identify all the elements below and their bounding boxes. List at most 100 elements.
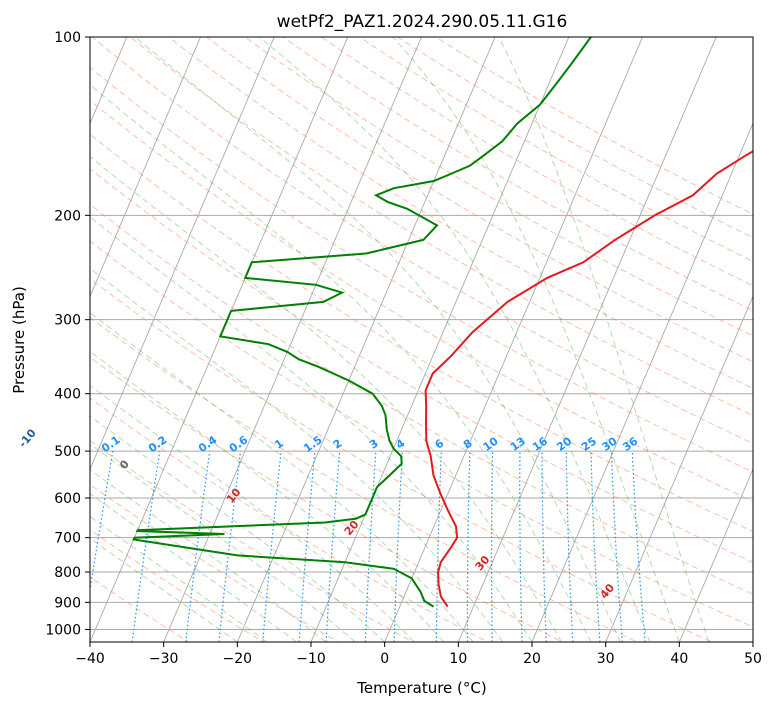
- mixing-ratio-label: 2: [331, 437, 345, 452]
- y-tick-label: 500: [54, 444, 81, 460]
- moist-adiabat-line: [90, 156, 562, 642]
- dry-adiabat-line: [90, 203, 753, 595]
- x-tick-label: 50: [744, 651, 762, 667]
- mixing-ratio-line: [490, 451, 494, 642]
- y-tick-label: 300: [54, 313, 81, 329]
- profiles: [132, 37, 753, 608]
- y-tick-label: 700: [54, 531, 81, 547]
- x-tick-label: 30: [597, 651, 615, 667]
- mixing-ratio-label: 8: [461, 437, 475, 452]
- y-tick-label: 900: [54, 595, 81, 611]
- moist-adiabat-line: [392, 37, 680, 642]
- x-axis: −40 −30 −20 −10 0 10 20 30 40 50: [75, 642, 762, 667]
- y-tick-label: 400: [54, 387, 81, 403]
- mixing-ratio-line: [610, 451, 624, 642]
- x-tick-label: 40: [670, 651, 688, 667]
- moist-adiabat-line: [498, 37, 710, 642]
- mixing-ratio-label: 3: [367, 437, 381, 452]
- y-tick-label: 200: [54, 208, 81, 224]
- mixing-ratio-line: [590, 451, 601, 642]
- dry-adiabat-line: [90, 483, 340, 642]
- moist-adiabat-line: [90, 537, 238, 642]
- dry-adiabat-line: [90, 529, 265, 642]
- background-lines: [90, 37, 753, 642]
- moist-adiabat-line: [90, 384, 415, 642]
- isotherm-line: [163, 37, 422, 642]
- y-tick-label: 1000: [45, 622, 81, 638]
- dry-adiabat-line: [90, 576, 190, 642]
- chart-title: wetPf2_PAZ1.2024.290.05.11.G16: [277, 12, 568, 32]
- dry-adiabat-label: 30: [473, 553, 493, 573]
- dry-adiabat-line: [244, 37, 753, 337]
- dry-adiabat-line: [434, 37, 753, 215]
- mixing-ratio-label: 0.4: [196, 433, 220, 455]
- dry-adiabat-label: 0: [117, 457, 132, 471]
- moist-adiabat-line: [90, 350, 444, 642]
- y-tick-label: 100: [54, 30, 81, 46]
- dewpoint-profile: [132, 37, 592, 608]
- moist-adiabat-line: [134, 37, 621, 642]
- x-axis-title: Temperature (°C): [356, 679, 486, 697]
- dry-adiabat-line: [90, 66, 753, 473]
- mixing-ratio-line: [519, 451, 523, 642]
- mixing-ratio-line: [541, 451, 547, 642]
- mixing-ratio-line: [631, 451, 646, 642]
- dry-adiabat-label: 40: [597, 581, 617, 601]
- mixing-ratio-label: 0.6: [227, 433, 251, 455]
- y-tick-label: 800: [54, 565, 81, 581]
- x-tick-label: −40: [75, 651, 105, 667]
- moist-adiabat-line: [90, 469, 326, 642]
- dry-adiabat-label: 10: [224, 485, 244, 505]
- moist-adiabat-line: [90, 267, 503, 642]
- dry-adiabat-line: [129, 37, 753, 417]
- mixing-ratio-line: [218, 451, 242, 642]
- temperature-profile: [424, 150, 753, 608]
- mixing-ratio-line: [435, 451, 442, 642]
- x-tick-label: 0: [380, 651, 389, 667]
- isotherm-line: [531, 122, 753, 642]
- x-tick-label: 10: [449, 651, 467, 667]
- x-tick-label: 20: [523, 651, 541, 667]
- x-tick-label: −30: [149, 651, 179, 667]
- mixing-ratio-line: [325, 451, 341, 642]
- moist-adiabat-line: [90, 493, 297, 642]
- mixing-ratio-line: [262, 451, 282, 642]
- moist-adiabat-line: [90, 443, 356, 642]
- dry-adiabat-line: [90, 168, 753, 563]
- moist-adiabat-line: [90, 216, 533, 642]
- moist-adiabat-line: [90, 312, 474, 642]
- moist-adiabat-line: [90, 515, 268, 642]
- y-axis-title: Pressure (hPa): [10, 286, 28, 394]
- y-axis: 100 200 300 400 500 600 700 800 900 1000: [45, 30, 90, 638]
- mixing-ratio-line: [298, 451, 316, 642]
- isotherm-line: [457, 37, 717, 642]
- plot-frame: [89, 36, 754, 643]
- dry-adiabat-line: [90, 240, 753, 628]
- dry-adiabat-line: [90, 278, 713, 642]
- isotherm-line: [384, 37, 643, 642]
- mixing-ratio-line: [364, 451, 377, 642]
- mixing-ratio-line: [466, 451, 471, 642]
- moist-adiabat-line: [259, 37, 651, 642]
- y-tick-label: 600: [54, 491, 81, 507]
- isotherm-line: [90, 37, 201, 298]
- dry-adiabat-label: -10: [16, 426, 39, 450]
- dry-adiabat-line: [90, 397, 489, 642]
- x-tick-label: −10: [296, 651, 326, 667]
- isotherm-line: [605, 295, 753, 642]
- mixing-ratio-line: [185, 451, 211, 642]
- mixing-ratio-line: [131, 451, 161, 642]
- mixing-ratio-line: [393, 451, 404, 642]
- isotherm-line: [752, 640, 753, 642]
- mixing-ratio-line: [565, 451, 574, 642]
- x-tick-label: −20: [223, 651, 253, 667]
- isotherm-line: [90, 37, 275, 471]
- mixing-ratio-label: 0.1: [99, 433, 122, 455]
- dry-adiabat-line: [282, 37, 753, 311]
- dry-adiabat-line: [90, 356, 564, 642]
- isotherm-line: [236, 37, 496, 642]
- dry-adiabat-line: [320, 37, 753, 287]
- dry-adiabat-line: [91, 37, 753, 445]
- mixing-ratio-line: [90, 450, 114, 594]
